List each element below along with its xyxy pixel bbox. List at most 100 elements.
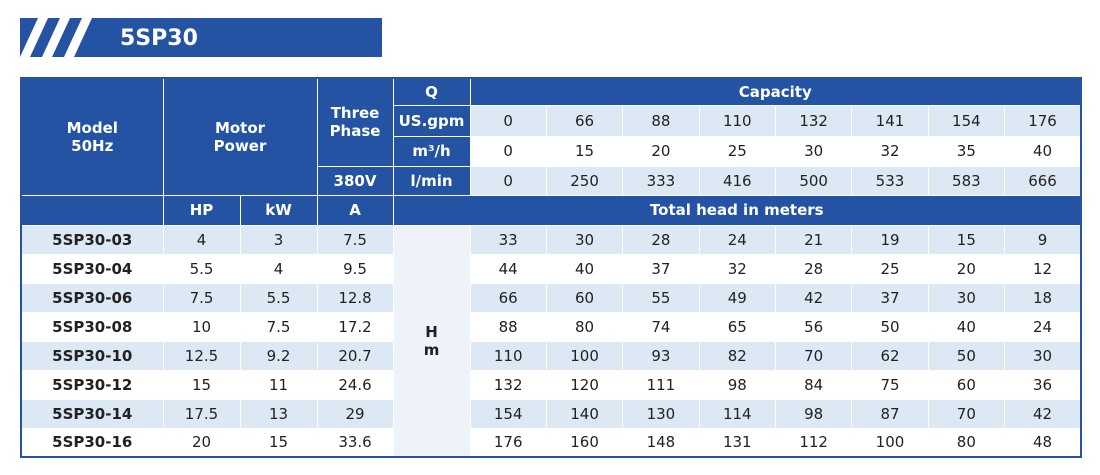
head-value: 114 — [698, 398, 776, 429]
model-header: Model 50Hz — [20, 77, 164, 196]
head-value: 15 — [927, 224, 1006, 255]
head-value: 42 — [1004, 398, 1082, 429]
head-value: 12 — [1004, 253, 1082, 284]
label: Motor — [214, 118, 266, 137]
head-value: 112 — [774, 427, 853, 458]
data-row: 5SP30-08 10 7.5 17.2 88 80 74 65 56 50 40 24 — [20, 311, 1082, 342]
label: m — [423, 340, 440, 359]
flow-value: 132 — [774, 104, 853, 137]
capacity-header: Capacity — [469, 77, 1082, 106]
head-value: 36 — [1004, 369, 1082, 400]
data-row: 5SP30-16 20 15 33.6 176 160 148 131 112 100 80 48 — [20, 427, 1082, 458]
hp: 10 — [162, 311, 241, 342]
head-value: 82 — [698, 340, 776, 371]
head-value: 60 — [545, 282, 624, 313]
model: 5SP30-04 — [20, 253, 164, 284]
flow-value: 176 — [1004, 104, 1082, 137]
flow-value: 583 — [927, 165, 1006, 196]
head-value: 28 — [774, 253, 853, 284]
label: 50Hz — [71, 136, 114, 155]
head-value: 74 — [622, 311, 700, 342]
head-value: 80 — [927, 427, 1006, 458]
q-header: Q — [392, 77, 471, 106]
head-value: 70 — [774, 340, 853, 371]
model: 5SP30-16 — [20, 427, 164, 458]
head-value: 98 — [698, 369, 776, 400]
head-value: 42 — [774, 282, 853, 313]
flow-row: 380V l/min 0 250 333 416 500 533 583 666 — [21, 165, 1082, 196]
kw: 7.5 — [239, 311, 318, 342]
model: 5SP30-08 — [20, 311, 164, 342]
head-value: 21 — [774, 224, 853, 255]
slash — [20, 18, 48, 57]
head-value: 65 — [698, 311, 776, 342]
head-value: 33 — [469, 224, 547, 255]
flow-value: 15 — [545, 135, 624, 167]
head-value: 30 — [927, 282, 1006, 313]
title: 5SP30 — [120, 26, 198, 51]
label: Phase — [329, 122, 381, 141]
kw: 5.5 — [239, 282, 318, 313]
hp: 4 — [162, 224, 241, 255]
head-value: 132 — [469, 369, 547, 400]
amps: 7.5 — [316, 224, 394, 255]
flow-value: 66 — [545, 104, 624, 137]
kw: 11 — [239, 369, 318, 400]
head-value: 25 — [851, 253, 929, 284]
flow-value: 25 — [698, 135, 776, 167]
flow-value: 500 — [774, 165, 853, 196]
head-value: 37 — [851, 282, 929, 313]
data-row: 5SP30-10 12.5 9.2 20.7 110 100 93 82 70 62 50 30 — [20, 340, 1082, 371]
voltage: 380V — [316, 165, 394, 196]
model: 5SP30-06 — [20, 282, 164, 313]
head-value: 30 — [545, 224, 624, 255]
head-value: 88 — [469, 311, 547, 342]
flow-value: 0 — [469, 135, 547, 167]
head-value: 40 — [927, 311, 1006, 342]
hp: 15 — [162, 369, 241, 400]
flow-value: 666 — [1004, 165, 1082, 196]
head-value: 111 — [622, 369, 700, 400]
head-value: 30 — [1004, 340, 1082, 371]
flow-value: 0 — [469, 165, 547, 196]
model: 5SP30-03 — [20, 224, 164, 255]
slash — [42, 18, 70, 57]
flow-value: 110 — [698, 104, 776, 137]
flow-value: 35 — [927, 135, 1006, 167]
head-value: 140 — [545, 398, 624, 429]
amps: 9.5 — [316, 253, 394, 284]
flow-value: 533 — [851, 165, 929, 196]
head-value: 176 — [469, 427, 547, 458]
banner-panel — [86, 18, 382, 57]
label: Three — [330, 104, 380, 123]
hp-header: HP — [162, 194, 241, 226]
head-value: 48 — [1004, 427, 1082, 458]
model: 5SP30-14 — [20, 398, 164, 429]
hp: 17.5 — [162, 398, 241, 429]
head-value: 28 — [622, 224, 700, 255]
sub-header-row: HP kW A Total head in meters — [20, 194, 1082, 226]
amps: 17.2 — [316, 311, 394, 342]
head-value: 84 — [774, 369, 853, 400]
flow-value: 250 — [545, 165, 624, 196]
head-value: 24 — [698, 224, 776, 255]
flow-value: 141 — [851, 104, 929, 137]
head-value: 9 — [1004, 224, 1082, 255]
data-row: 5SP30-04 5.5 4 9.5 44 40 37 32 28 25 20 12 — [20, 253, 1082, 284]
unit: US.gpm — [392, 104, 471, 137]
amps: 20.7 — [316, 340, 394, 371]
hp: 5.5 — [162, 253, 241, 284]
hp: 7.5 — [162, 282, 241, 313]
head-value: 160 — [545, 427, 624, 458]
spec-table: Model 50Hz Motor Power Three Phase Q Capaci… — [20, 77, 1082, 458]
head-value: 98 — [774, 398, 853, 429]
blank — [20, 194, 164, 226]
hp: 20 — [162, 427, 241, 458]
unit: m³/h — [392, 135, 471, 167]
head-value: 100 — [545, 340, 624, 371]
kw: 15 — [239, 427, 318, 458]
amps: 12.8 — [316, 282, 394, 313]
